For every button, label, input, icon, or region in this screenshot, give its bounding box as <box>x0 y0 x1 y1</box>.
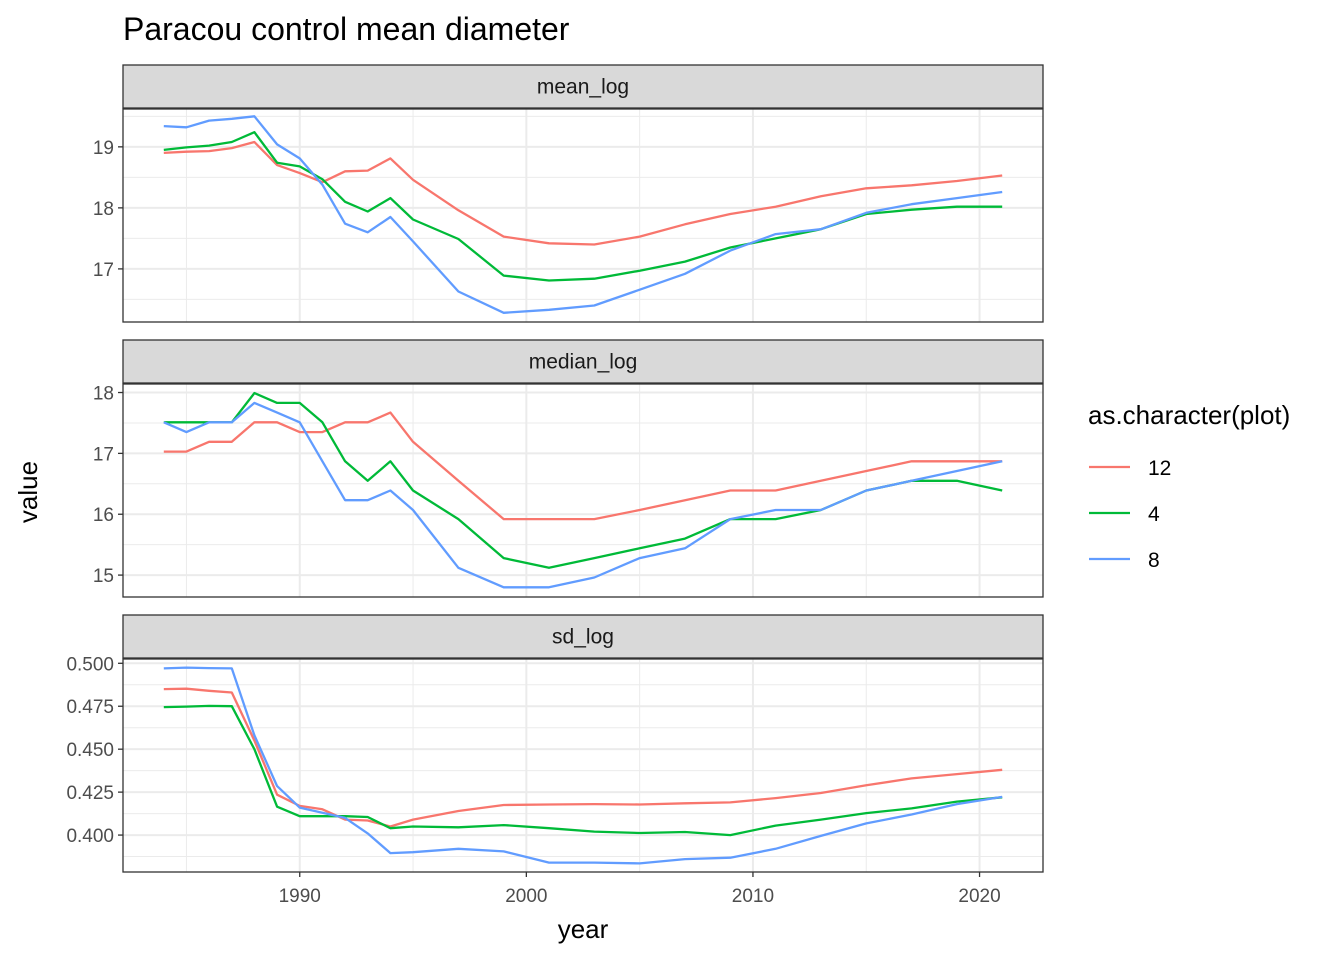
y-tick-label: 17 <box>93 444 114 465</box>
strip-label: median_log <box>529 351 638 374</box>
y-tick-label: 15 <box>93 566 114 587</box>
strip-background <box>122 64 1044 109</box>
y-tick-label: 19 <box>93 138 114 159</box>
y-tick-label: 18 <box>93 199 114 220</box>
y-tick-label: 0.500 <box>66 654 114 675</box>
legend-title: as.character(plot) <box>1088 400 1290 430</box>
x-axis: 1990 2000 2010 2020 <box>279 872 1001 907</box>
facet-panels: mean_log 17 18 19 median_log 15 16 17 18 sd_log 0.… <box>66 64 1044 873</box>
y-tick-label: 0.450 <box>66 740 114 761</box>
panel-border <box>122 658 1044 873</box>
y-tick-label: 0.475 <box>66 697 114 718</box>
strip-label: sd_log <box>552 626 614 649</box>
y-tick-label: 16 <box>93 505 114 526</box>
series-line-8 <box>163 401 1003 589</box>
x-tick-label: 2020 <box>958 886 1000 907</box>
y-tick-label: 0.400 <box>66 826 114 847</box>
series-line-4 <box>163 704 1003 837</box>
y-tick-label: 18 <box>93 384 114 405</box>
x-tick-label: 2010 <box>732 886 774 907</box>
y-tick-label: 17 <box>93 260 114 281</box>
x-tick-label: 2000 <box>505 886 547 907</box>
series-line-12 <box>163 687 1003 828</box>
panel-background <box>123 659 1043 872</box>
strip-background <box>122 614 1044 659</box>
y-tick-label: 0.425 <box>66 783 114 804</box>
y-axis-title: value <box>13 461 43 523</box>
series-line-8 <box>163 115 1003 314</box>
legend: as.character(plot) 12 4 8 <box>1088 400 1290 572</box>
panel-border <box>122 108 1044 323</box>
x-axis-title: year <box>558 914 609 944</box>
panel-background <box>123 384 1043 597</box>
legend-label-8: 8 <box>1148 549 1160 572</box>
series-line-8 <box>163 666 1003 865</box>
legend-keys: 12 4 8 <box>1089 457 1171 572</box>
legend-label-12: 12 <box>1148 457 1171 480</box>
panel-sd_log: sd_log 0.400 0.425 0.450 0.475 0.500 <box>66 614 1044 873</box>
panel-border <box>122 383 1044 598</box>
x-tick-label: 1990 <box>279 886 321 907</box>
legend-label-4: 4 <box>1148 503 1160 526</box>
series-line-12 <box>163 411 1003 521</box>
strip-label: mean_log <box>537 76 629 99</box>
strip-background <box>122 339 1044 384</box>
chart-title: Paracou control mean diameter <box>123 11 570 47</box>
panel-median_log: median_log 15 16 17 18 <box>93 339 1044 598</box>
series-line-12 <box>163 140 1003 246</box>
panel-mean_log: mean_log 17 18 19 <box>93 64 1044 323</box>
